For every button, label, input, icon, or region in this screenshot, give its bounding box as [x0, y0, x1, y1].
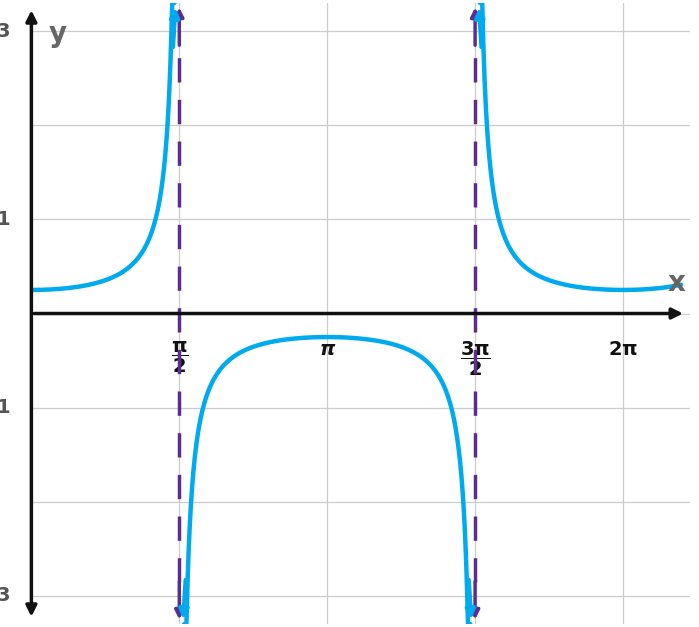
Text: $\mathbf{\dfrac{\pi}{2}}$: $\mathbf{\dfrac{\pi}{2}}$ — [171, 340, 188, 375]
Text: $\mathbf{2\pi}$: $\mathbf{2\pi}$ — [608, 340, 638, 359]
Text: y: y — [48, 19, 66, 48]
Text: 1: 1 — [0, 210, 10, 229]
Text: 3: 3 — [0, 21, 10, 41]
Text: $\boldsymbol{\pi}$: $\boldsymbol{\pi}$ — [319, 340, 336, 359]
Text: -1: -1 — [0, 398, 10, 417]
Text: -3: -3 — [0, 586, 10, 606]
Text: $\mathbf{\dfrac{3\pi}{2}}$: $\mathbf{\dfrac{3\pi}{2}}$ — [460, 340, 491, 378]
Text: x: x — [668, 268, 685, 297]
